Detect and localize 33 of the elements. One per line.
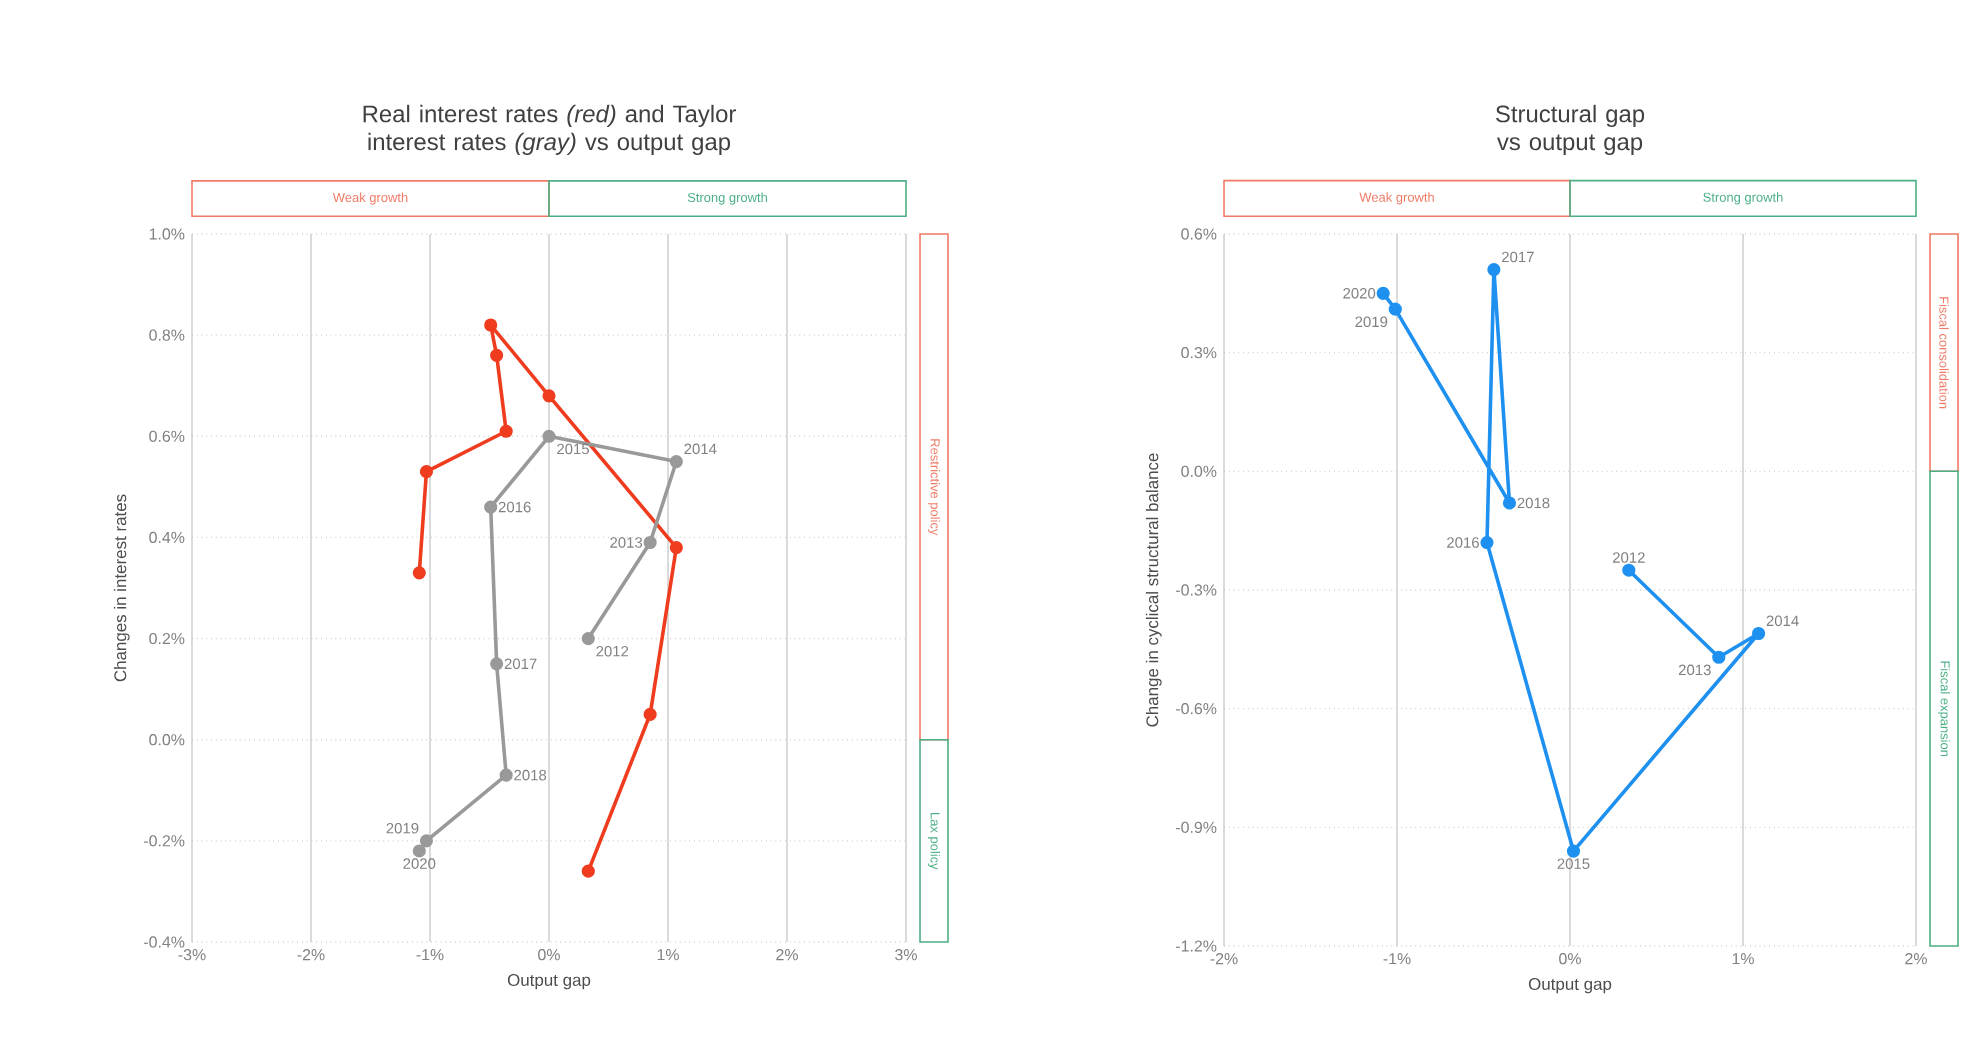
point <box>669 454 683 469</box>
point <box>412 844 426 858</box>
point <box>499 768 513 782</box>
y-axis-title: Change in cyclical structural balance <box>1145 453 1162 727</box>
point <box>542 389 556 403</box>
x-axis-title: Output gap <box>1528 978 1612 994</box>
point <box>490 348 504 362</box>
point <box>542 429 556 443</box>
point <box>1712 650 1726 664</box>
point <box>669 540 683 555</box>
point <box>499 424 513 438</box>
point <box>490 657 504 671</box>
point <box>1622 563 1636 577</box>
point <box>1752 626 1766 641</box>
point <box>1388 302 1402 316</box>
point <box>484 318 498 332</box>
point <box>419 834 434 848</box>
point <box>1487 263 1501 277</box>
point <box>1502 496 1517 510</box>
y-axis-title: Changes in interest rates <box>113 494 130 682</box>
point <box>1566 844 1581 858</box>
chart-title: Real interest rates (red) and Taylor interest rates (gray) vs output gap <box>363 104 736 155</box>
x-axis-title: Output gap <box>507 974 591 990</box>
point <box>581 631 595 646</box>
point <box>581 864 595 878</box>
point <box>484 500 498 514</box>
point <box>412 566 426 580</box>
chart-title: Structural gap vs output gap <box>1496 104 1645 155</box>
point <box>419 465 434 479</box>
point <box>1480 535 1494 550</box>
point <box>643 535 657 550</box>
point <box>1376 286 1390 300</box>
point <box>643 707 657 721</box>
